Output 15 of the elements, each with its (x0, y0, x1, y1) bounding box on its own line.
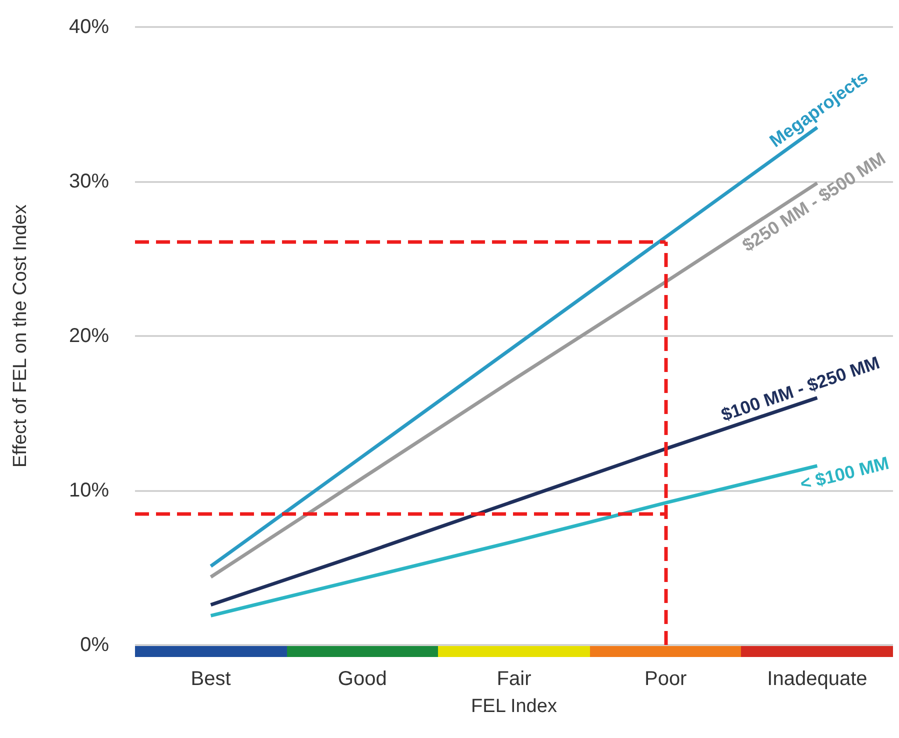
x-tick-label: Poor (644, 668, 688, 690)
y-tick-label: 40% (68, 16, 110, 38)
x-axis-title: FEL Index (471, 696, 558, 717)
x-tick-label: Best (190, 668, 232, 690)
y-tick-label: 20% (68, 325, 110, 347)
text: $100 MM - $250 MM (718, 352, 882, 426)
x-tick-label: Fair (496, 668, 532, 690)
y-tick-label: 10% (68, 480, 110, 502)
text: $250 MM - $500 MM (738, 148, 889, 256)
y-axis-title: Effect of FEL on the Cost Index (10, 204, 31, 468)
text: < $100 MM (798, 452, 891, 494)
x-tick-label: Good (338, 668, 387, 690)
y-tick-label: 30% (68, 170, 110, 192)
x-tick-label: Inadequate (767, 668, 868, 690)
y-tick-label: 0% (80, 634, 110, 656)
